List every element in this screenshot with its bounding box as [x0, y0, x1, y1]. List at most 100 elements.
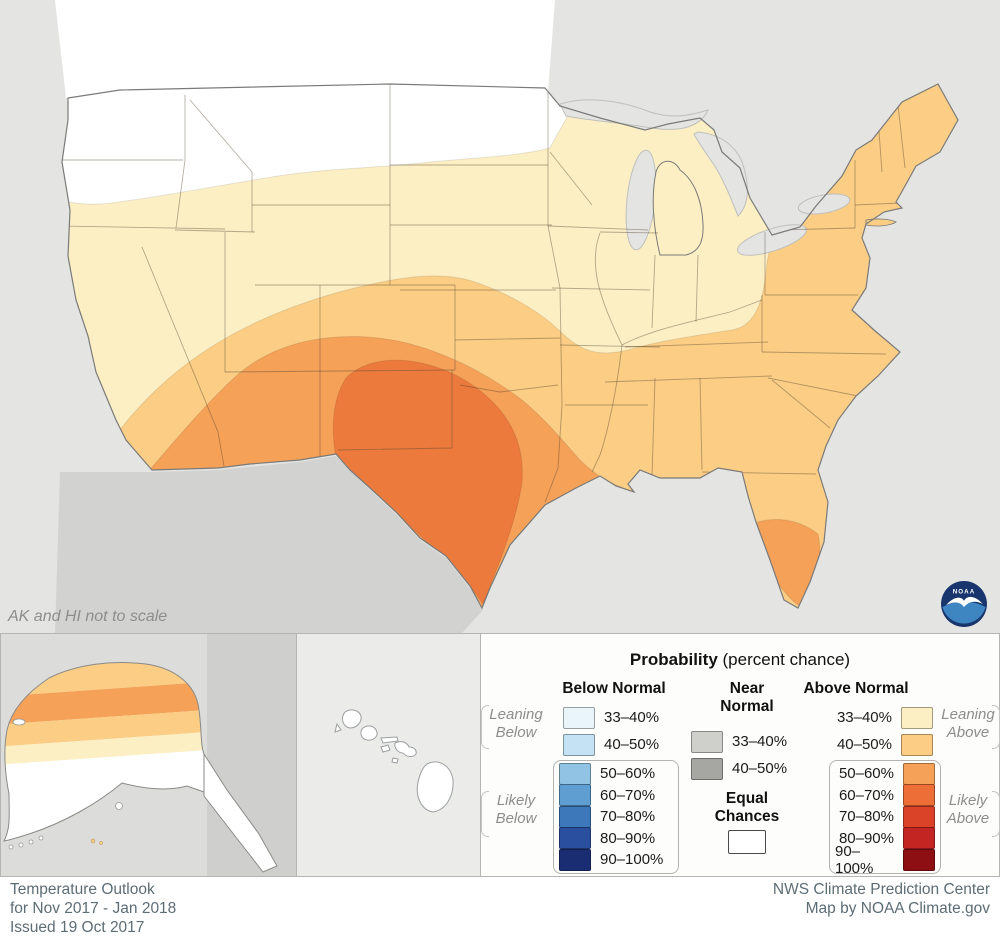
legend-title-rest: (percent chance): [717, 650, 851, 669]
conus-map: [0, 0, 1000, 633]
legend-title: Probability (percent chance): [481, 650, 999, 670]
footer-line: for Nov 2017 - Jan 2018: [10, 900, 177, 917]
legend-row: 50–60%: [559, 762, 673, 785]
below-leaning-rows: 33–40% 40–50%: [563, 704, 659, 758]
legend-row: 70–80%: [559, 805, 673, 828]
legend-title-bold: Probability: [629, 650, 718, 669]
below-normal-header: Below Normal: [562, 680, 666, 697]
footer-credit-block: NWS Climate Prediction Center Map by NOA…: [773, 880, 990, 918]
legend-swatch: [691, 757, 723, 780]
hawaii-inset-panel: [296, 633, 481, 877]
legend-swatch: [559, 805, 591, 828]
equal-chances-swatch: [728, 830, 766, 854]
hawaii-ocean: [297, 634, 480, 876]
footer: Temperature Outlook for Nov 2017 - Jan 2…: [0, 877, 1000, 938]
legend-row-label: 50–60%: [600, 765, 656, 783]
equal-chances-label: Equal Chances: [714, 790, 780, 825]
noaa-logo-sea: [942, 601, 986, 624]
near-normal-rows: 33–40% 40–50%: [691, 728, 787, 782]
legend-row-label: 80–90%: [600, 829, 656, 847]
noaa-logo-text: NOAA: [953, 589, 976, 596]
legend-row-label: 33–40%: [732, 733, 788, 750]
legend-swatch: [563, 733, 595, 756]
lake-superior: [559, 99, 709, 130]
legend-swatch: [903, 784, 935, 807]
legend-row: 33–40%: [691, 728, 787, 755]
alaska-panhandle: [203, 752, 278, 873]
below-likely-box: 50–60% 60–70% 70–80% 80–90% 90–100%: [553, 760, 679, 874]
noaa-logo: NOAA: [941, 581, 987, 627]
legend-row: 33–40%: [811, 704, 933, 731]
legend-row: 60–70%: [559, 784, 673, 807]
great-lakes: [559, 99, 851, 256]
lake-huron: [693, 131, 748, 217]
us-outline: [61, 83, 959, 610]
island-oahu: [360, 725, 378, 741]
legend-row-label: 33–40%: [604, 709, 660, 726]
above-normal-header: Above Normal: [803, 680, 909, 697]
bracket: [481, 791, 489, 837]
canada-land: [55, 0, 555, 98]
footer-line: Issued 19 Oct 2017: [10, 919, 145, 936]
island-kahoolawe: [391, 757, 399, 764]
legend-swatch: [691, 730, 723, 753]
legend-row: 60–70%: [835, 784, 935, 807]
legend-row-label: 90–100%: [835, 842, 874, 877]
legend-row: 90–100%: [835, 843, 935, 877]
likely-below-label: Likely Below: [495, 792, 537, 827]
legend-row: 80–90%: [559, 827, 673, 850]
legend-swatch: [563, 706, 595, 729]
legend-row-label: 50–60%: [838, 765, 894, 783]
legend-row-label: 40–50%: [604, 736, 660, 753]
legend-row: 40–50%: [811, 731, 933, 758]
state-borders: [62, 84, 906, 503]
hawaiian-islands: [334, 709, 454, 813]
legend-swatch: [559, 827, 591, 850]
island-niihau: [334, 722, 342, 733]
legend-row: 40–50%: [691, 755, 787, 782]
legend-swatch: [903, 805, 935, 828]
band-equal-chances: [62, 84, 593, 205]
island-maui: [394, 741, 417, 757]
legend-row: 40–50%: [563, 731, 659, 758]
legend-row-label: 60–70%: [600, 786, 656, 804]
legend-row-label: 80–90%: [838, 829, 894, 847]
legend-row: 90–100%: [559, 848, 673, 871]
legend-row-label: 40–50%: [836, 736, 892, 753]
legend-row-label: 90–100%: [600, 851, 664, 869]
legend-row-label: 33–40%: [836, 709, 892, 726]
island-molokai: [380, 736, 399, 744]
above-likely-box: 50–60% 60–70% 70–80% 80–90% 90–100%: [829, 760, 941, 877]
long-island: [865, 218, 897, 227]
footer-line: Map by NOAA Climate.gov: [805, 900, 990, 917]
island-hawaii: [416, 761, 454, 813]
band-above-60-70: [332, 359, 523, 606]
legend-row-label: 60–70%: [838, 786, 894, 804]
legend-row: 50–60%: [835, 762, 935, 785]
michigan-lower-peninsula: [652, 160, 704, 256]
alaska-inset-panel: [0, 633, 297, 877]
leaning-below-label: Leaning Below: [489, 706, 543, 741]
island-lanai: [380, 744, 391, 753]
legend-swatch: [903, 827, 935, 850]
near-normal-header: Near Normal: [720, 680, 774, 715]
footer-line: Temperature Outlook: [10, 881, 155, 898]
footer-title-block: Temperature Outlook for Nov 2017 - Jan 2…: [10, 880, 176, 937]
probability-legend: Probability (percent chance) Below Norma…: [480, 633, 1000, 877]
alaska-outline: [3, 662, 205, 842]
legend-swatch: [901, 733, 933, 756]
legend-row: 70–80%: [835, 805, 935, 828]
legend-swatch: [903, 762, 935, 785]
southern-islets: [90, 838, 103, 845]
legend-row-label: 40–50%: [732, 760, 788, 777]
legend-row-label: 70–80%: [600, 808, 656, 826]
legend-swatch: [559, 784, 591, 807]
mexico-land: [55, 456, 483, 633]
legend-swatch: [903, 848, 935, 871]
not-to-scale-note: AK and HI not to scale: [8, 608, 168, 625]
legend-swatch: [559, 762, 591, 785]
footer-line: NWS Climate Prediction Center: [772, 881, 990, 898]
legend-row: 33–40%: [563, 704, 659, 731]
legend-row: 80–90%: [835, 827, 935, 850]
noaa-seagull-icon: [946, 596, 983, 608]
